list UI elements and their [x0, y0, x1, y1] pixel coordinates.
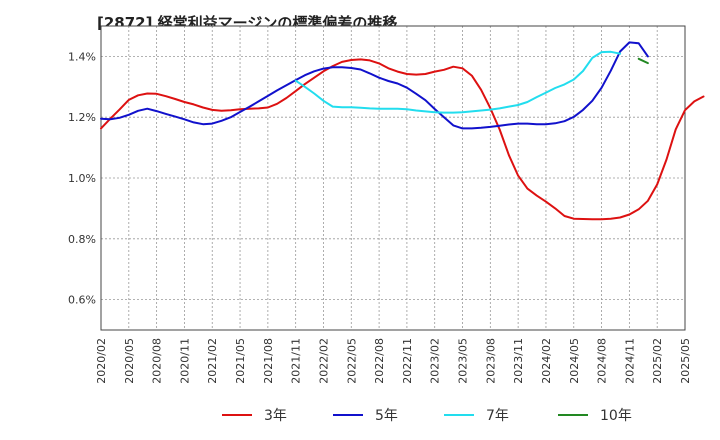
x-tick-label: 2021/11 [290, 338, 303, 384]
series-line-1 [100, 58, 705, 221]
series-line-3 [294, 50, 622, 114]
x-axis: 2020/02 2020/05 2020/08 2020/11 2021/02 2021/… [95, 338, 692, 384]
x-tick-label: 2021/05 [234, 338, 247, 384]
y-tick-label: 1.4% [68, 50, 96, 63]
x-tick-label: 2025/05 [679, 338, 692, 384]
y-tick-label: 0.8% [68, 233, 96, 246]
x-tick-label: 2020/11 [178, 338, 191, 384]
legend: 3年 5年 7年 10年 [222, 408, 632, 424]
legend-label: 7年 [486, 408, 509, 424]
x-tick-label: 2020/08 [151, 338, 164, 384]
x-tick-label: 2021/08 [262, 338, 275, 384]
x-tick-label: 2020/05 [123, 338, 136, 384]
legend-label: 3年 [264, 408, 287, 424]
plot-border [100, 25, 686, 331]
x-tick-label: 2022/08 [373, 338, 386, 384]
x-tick-label: 2023/08 [484, 338, 497, 384]
x-tick-label: 2022/11 [401, 338, 414, 384]
x-tick-label: 2021/02 [206, 338, 219, 384]
x-tick-label: 2022/05 [345, 338, 358, 384]
x-tick-label: 2020/02 [95, 338, 108, 384]
x-tick-label: 2024/02 [540, 338, 553, 384]
y-axis: 0.6% 0.8% 1.0% 1.2% 1.4% [68, 50, 96, 306]
x-tick-label: 2023/11 [512, 338, 525, 384]
x-tick-label: 2025/02 [651, 338, 664, 384]
series-layer [100, 41, 705, 221]
grid-layer [101, 26, 685, 330]
x-tick-label: 2023/02 [429, 338, 442, 384]
y-tick-label: 1.0% [68, 172, 96, 185]
x-tick-label: 2022/02 [317, 338, 330, 384]
legend-label: 5年 [375, 408, 398, 424]
x-tick-label: 2024/05 [568, 338, 581, 384]
y-tick-label: 0.6% [68, 294, 96, 307]
x-tick-label: 2023/05 [457, 338, 470, 384]
legend-label: 10年 [600, 408, 632, 424]
series-line-4 [637, 57, 649, 65]
y-tick-label: 1.2% [68, 111, 96, 124]
series-line-2 [100, 41, 649, 130]
x-tick-label: 2024/11 [623, 338, 636, 384]
x-tick-label: 2024/08 [596, 338, 609, 384]
